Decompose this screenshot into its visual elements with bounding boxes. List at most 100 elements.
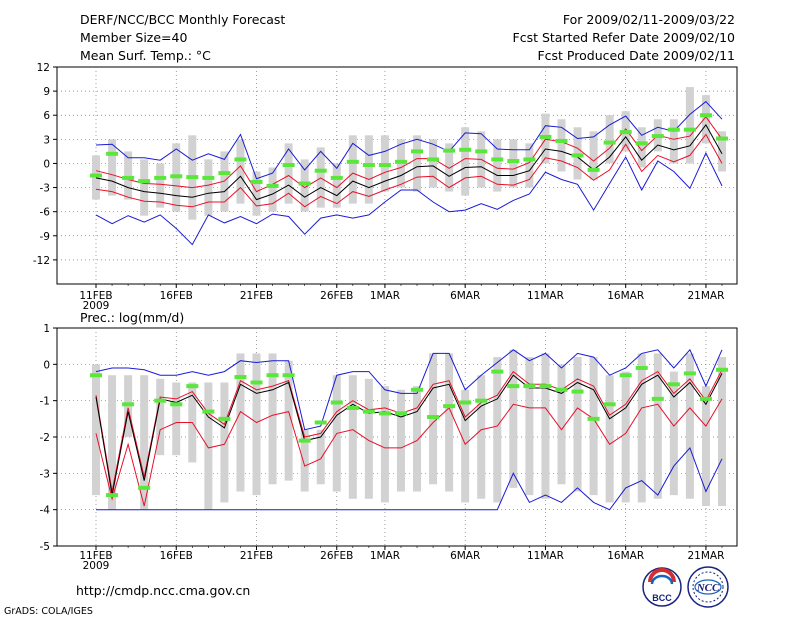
member-mean-mark [362,409,375,414]
source-url[interactable]: http://cmdp.ncc.cma.gov.cn [76,583,250,598]
spread-box [172,382,181,456]
spread-box [573,357,582,492]
temp-panel-title: Mean Surf. Temp.: °C [80,48,211,63]
member-mean-mark [683,127,696,132]
member-mean-mark [635,141,648,146]
spread-box [685,87,694,164]
member-mean-mark [234,375,247,380]
x-tick-label: 26FEB [320,290,353,302]
member-mean-mark [667,127,680,132]
x-tick-label: 11FEB [79,550,112,562]
member-mean-mark [587,416,600,421]
x-tick-label: 16FEB [160,550,193,562]
outer-upper-line [95,348,723,431]
y-tick-label: -4 [40,505,51,517]
prec-panel-title: Prec.: log(mm/d) [80,310,184,325]
ncc-logo-text: NCC [696,582,720,594]
spread-box [204,382,213,510]
outer-upper-line [95,100,723,180]
member-mean-mark [122,402,135,407]
produced-date: Fcst Produced Date 2009/02/11 [537,48,735,63]
member-mean-mark [122,175,135,180]
member-mean-mark [459,147,472,152]
member-mean-mark [282,163,295,168]
spread-box [380,386,389,503]
spread-box [477,375,486,499]
member-size: Member Size=40 [80,30,187,45]
member-mean-mark [394,411,407,416]
inner-lower-line [95,133,723,208]
y-tick-label: 0 [43,158,50,170]
member-mean-mark [330,400,343,405]
member-mean-mark [555,138,568,143]
spread-box [268,353,277,485]
member-mean-mark [298,438,311,443]
member-mean-mark [699,113,712,118]
spread-box [718,357,726,507]
spread-box [701,95,710,144]
inner-upper-line [95,115,723,193]
member-mean-mark [394,159,407,164]
y-tick-label: -2 [40,432,50,444]
member-mean-mark [603,140,616,145]
member-mean-mark [218,416,231,421]
member-mean-mark [475,398,488,403]
y-tick-label: 0 [43,359,50,371]
member-mean-mark [443,148,456,153]
member-mean-mark [250,179,263,184]
member-mean-mark [667,382,680,387]
ensemble-mean-line [95,123,723,201]
spread-box [461,127,470,196]
spread-box [525,357,534,496]
member-mean-mark [90,173,102,178]
spread-box [140,159,149,216]
member-mean-mark [443,404,456,409]
started-refer-date: Fcst Started Refer Date 2009/02/10 [513,30,736,45]
member-mean-mark [651,396,664,401]
spread-box [493,357,502,503]
ncc-logo: NCC [687,566,729,608]
member-mean-mark [427,157,440,162]
spread-box [252,353,261,496]
spread-box [605,115,614,164]
member-mean-mark [523,384,536,389]
x-tick-label: 11FEB [79,290,112,302]
spread-box [669,371,678,496]
x-tick-label: 26FEB [320,550,353,562]
spread-box [140,375,149,510]
spread-box [509,139,518,188]
plot-frame [56,66,738,285]
spread-box [493,139,502,192]
spread-box [252,171,261,216]
spread-box [413,135,422,192]
member-mean-mark [234,157,247,162]
x-tick-label: 6MAR [450,550,480,562]
spread-box [701,386,710,507]
member-mean-mark [507,159,520,164]
y-tick-label: 9 [43,86,50,98]
spread-box [220,382,229,503]
x-tick-label: 11MAR [527,290,564,302]
member-mean-mark [699,396,712,401]
member-mean-mark [314,168,327,173]
x-tick-label: 21MAR [687,550,724,562]
bcc-logo-text: BCC [652,593,672,603]
member-mean-mark [459,400,472,405]
spread-box [332,163,341,208]
y-tick-label: -6 [40,207,51,219]
spread-box [589,357,598,496]
member-mean-mark [266,373,279,378]
x-tick-label: 21MAR [687,290,724,302]
spread-box [573,127,582,180]
member-mean-mark [330,175,343,180]
member-mean-mark [186,384,199,389]
y-tick-label: 1 [43,323,50,335]
spread-box [525,143,534,188]
member-mean-mark [346,159,359,164]
member-mean-mark [507,384,520,389]
spread-box [461,389,470,503]
y-tick-label: 6 [43,110,50,122]
member-mean-mark [250,380,263,385]
member-mean-mark [282,373,295,378]
spread-box [605,375,614,503]
